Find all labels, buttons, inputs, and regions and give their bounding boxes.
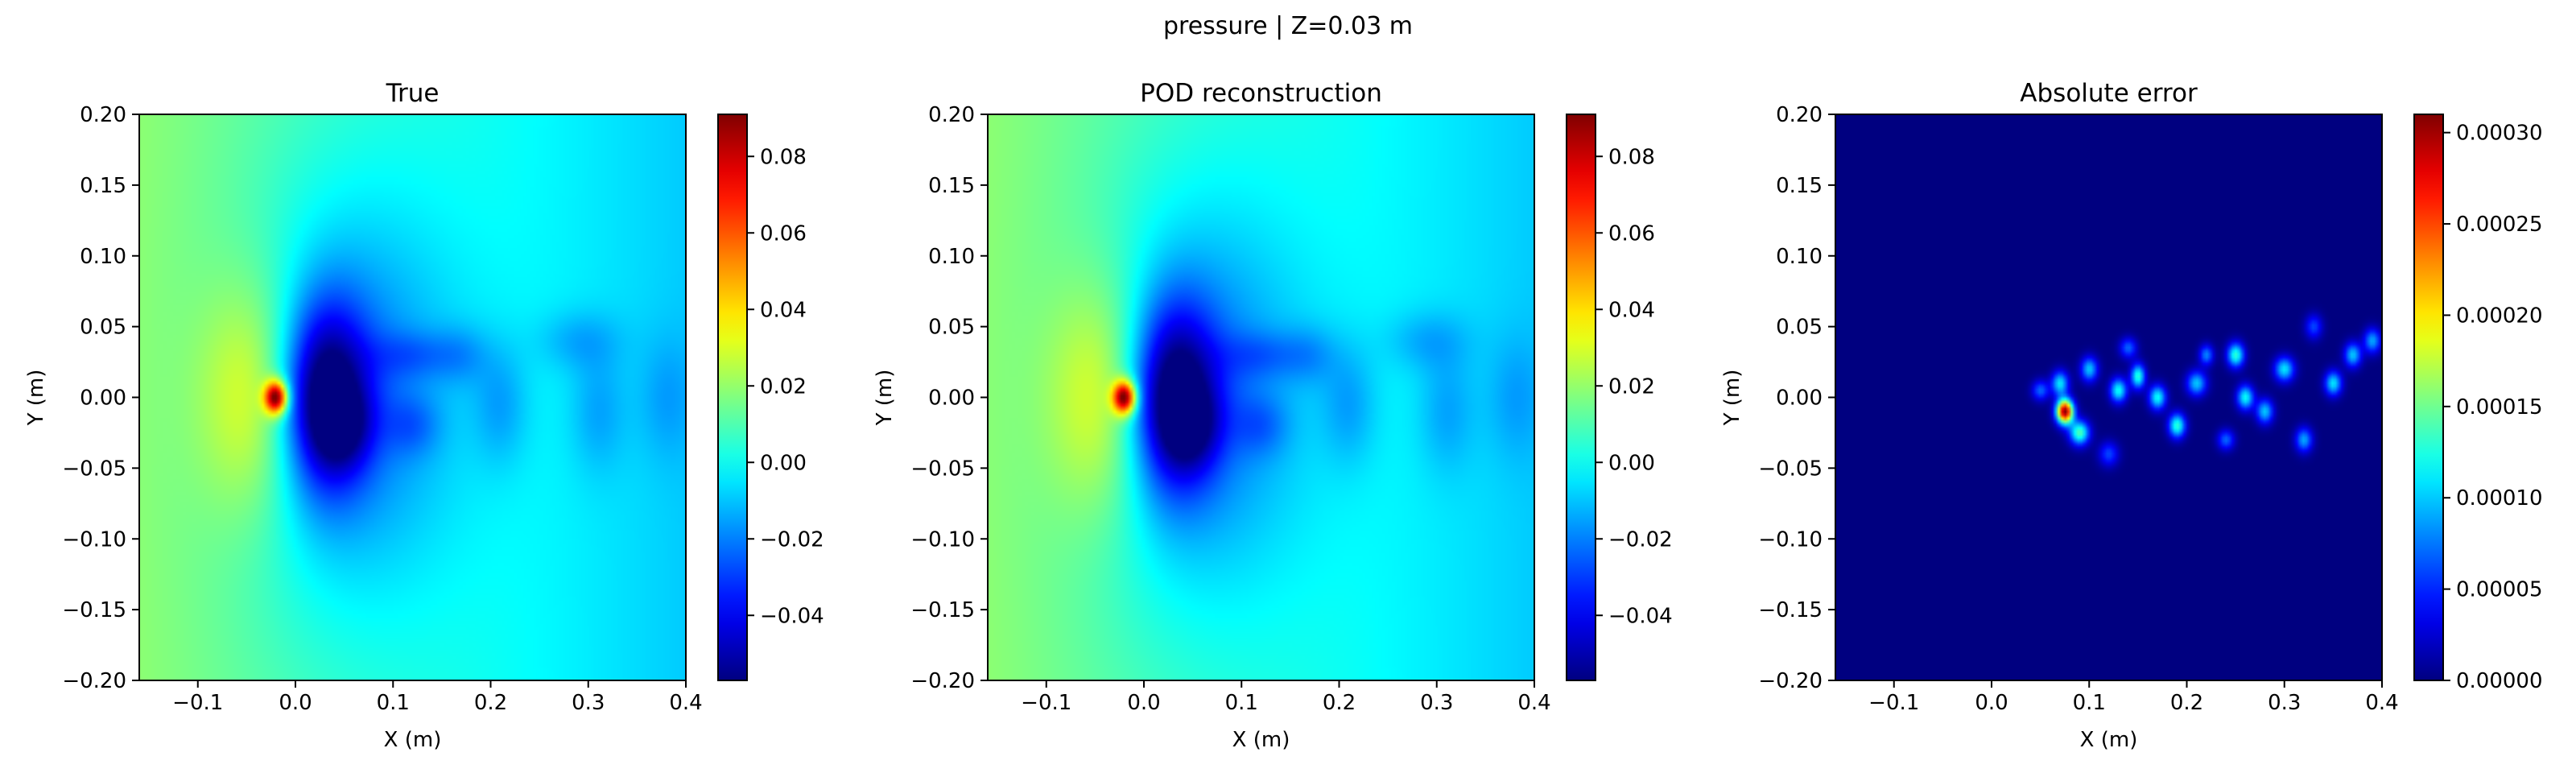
x-tick-label: 0.4	[1517, 691, 1550, 715]
x-tick-label: 0.2	[1323, 691, 1356, 715]
colorbar-tick-label: −0.04	[1608, 604, 1673, 628]
y-tick-label: 0.15	[928, 174, 975, 198]
y-tick-label: 0.05	[1776, 316, 1823, 340]
colorbar	[1566, 114, 1596, 681]
colorbar-tick-label: 0.00	[1608, 451, 1655, 475]
y-tick-label: 0.20	[928, 103, 975, 127]
x-axis-label: X (m)	[384, 728, 442, 752]
colorbar	[2413, 114, 2444, 681]
heatmap-image	[1835, 114, 2382, 680]
x-tick-label: 0.2	[2170, 691, 2203, 715]
colorbar-tick-label: 0.00000	[2456, 669, 2543, 693]
colorbar-tick-label: 0.00015	[2456, 395, 2543, 420]
colorbar-tick-label: 0.00030	[2456, 122, 2543, 146]
y-tick-label: −0.05	[62, 457, 126, 481]
y-axis-label: Y (m)	[873, 370, 897, 427]
colorbar-tick-label: 0.00010	[2456, 486, 2543, 511]
x-tick-label: 0.4	[2365, 691, 2398, 715]
panel-1: True −0.1 0.0 0.1 0.2 0.3 0.4 0.20 0.15 0.10 0.05 0…	[24, 79, 824, 752]
colorbar-tick-label: −0.02	[1608, 527, 1673, 552]
colorbar-tick-label: 0.06	[1608, 221, 1655, 246]
y-tick-label: −0.20	[1758, 669, 1823, 693]
x-tick-label: 0.1	[1225, 691, 1258, 715]
y-tick-label: −0.10	[62, 527, 126, 552]
y-tick-label: 0.00	[1776, 386, 1823, 411]
colorbar-tick-label: −0.04	[760, 604, 824, 628]
colorbar	[717, 114, 748, 681]
colorbar-tick-label: 0.00005	[2456, 578, 2543, 602]
x-axis-label: X (m)	[1232, 728, 1290, 752]
y-tick-label: −0.05	[910, 457, 975, 481]
y-tick-label: −0.15	[1758, 598, 1823, 622]
y-tick-label: 0.00	[928, 386, 975, 411]
x-tick-label: 0.2	[474, 691, 507, 715]
x-tick-label: 0.3	[1420, 691, 1453, 715]
x-tick-label: −0.1	[1868, 691, 1919, 715]
y-tick-label: 0.20	[1776, 103, 1823, 127]
colorbar-tick-label: 0.06	[760, 221, 807, 246]
heatmap-image	[139, 114, 686, 680]
colorbar-tick-label: −0.02	[760, 527, 824, 552]
x-tick-label: 0.0	[1127, 691, 1160, 715]
colorbar-tick-label: 0.00	[760, 451, 807, 475]
colorbar-tick-label: 0.04	[1608, 298, 1655, 322]
panel-title: POD reconstruction	[1140, 79, 1382, 108]
panel-title: True	[386, 79, 440, 108]
x-tick-label: −0.1	[172, 691, 223, 715]
y-tick-label: −0.15	[62, 598, 126, 622]
x-tick-label: 0.3	[2268, 691, 2301, 715]
panel-2: POD reconstruction −0.1 0.0 0.1 0.2 0.3 0.4 0.2…	[873, 79, 1673, 752]
heatmap-image	[988, 114, 1534, 680]
y-tick-label: −0.20	[62, 669, 126, 693]
y-tick-label: 0.05	[928, 316, 975, 340]
x-tick-label: 0.0	[279, 691, 312, 715]
y-tick-label: 0.10	[80, 245, 126, 269]
figure-title: pressure | Z=0.03 m	[1163, 12, 1413, 40]
y-tick-label: −0.10	[1758, 527, 1823, 552]
y-tick-label: −0.05	[1758, 457, 1823, 481]
y-tick-label: 0.00	[80, 386, 126, 411]
y-tick-label: 0.20	[80, 103, 126, 127]
x-tick-label: 0.4	[669, 691, 702, 715]
colorbar-tick-label: 0.04	[760, 298, 807, 322]
panel-title: Absolute error	[2020, 79, 2198, 108]
y-axis-label: Y (m)	[24, 370, 48, 427]
y-tick-label: 0.15	[1776, 174, 1823, 198]
y-tick-label: 0.10	[1776, 245, 1823, 269]
y-tick-label: 0.10	[928, 245, 975, 269]
y-tick-label: −0.15	[910, 598, 975, 622]
y-tick-label: −0.20	[910, 669, 975, 693]
colorbar-tick-label: 0.08	[760, 145, 807, 169]
y-tick-label: 0.05	[80, 316, 126, 340]
colorbar-tick-label: 0.08	[1608, 145, 1655, 169]
x-tick-label: −0.1	[1021, 691, 1071, 715]
panel-3: Absolute error −0.1 0.0 0.1 0.2 0.3 0.4 0.20 0.1…	[1720, 79, 2543, 752]
x-tick-label: 0.0	[1975, 691, 2008, 715]
colorbar-tick-label: 0.00025	[2456, 213, 2543, 237]
x-tick-label: 0.1	[2073, 691, 2106, 715]
y-tick-label: 0.15	[80, 174, 126, 198]
colorbar-tick-label: 0.00020	[2456, 304, 2543, 328]
x-tick-label: 0.3	[572, 691, 605, 715]
colorbar-tick-label: 0.02	[1608, 374, 1655, 399]
x-tick-label: 0.1	[377, 691, 410, 715]
colorbar-tick-label: 0.02	[760, 374, 807, 399]
x-axis-label: X (m)	[2080, 728, 2138, 752]
y-tick-label: −0.10	[910, 527, 975, 552]
y-axis-label: Y (m)	[1720, 370, 1744, 427]
